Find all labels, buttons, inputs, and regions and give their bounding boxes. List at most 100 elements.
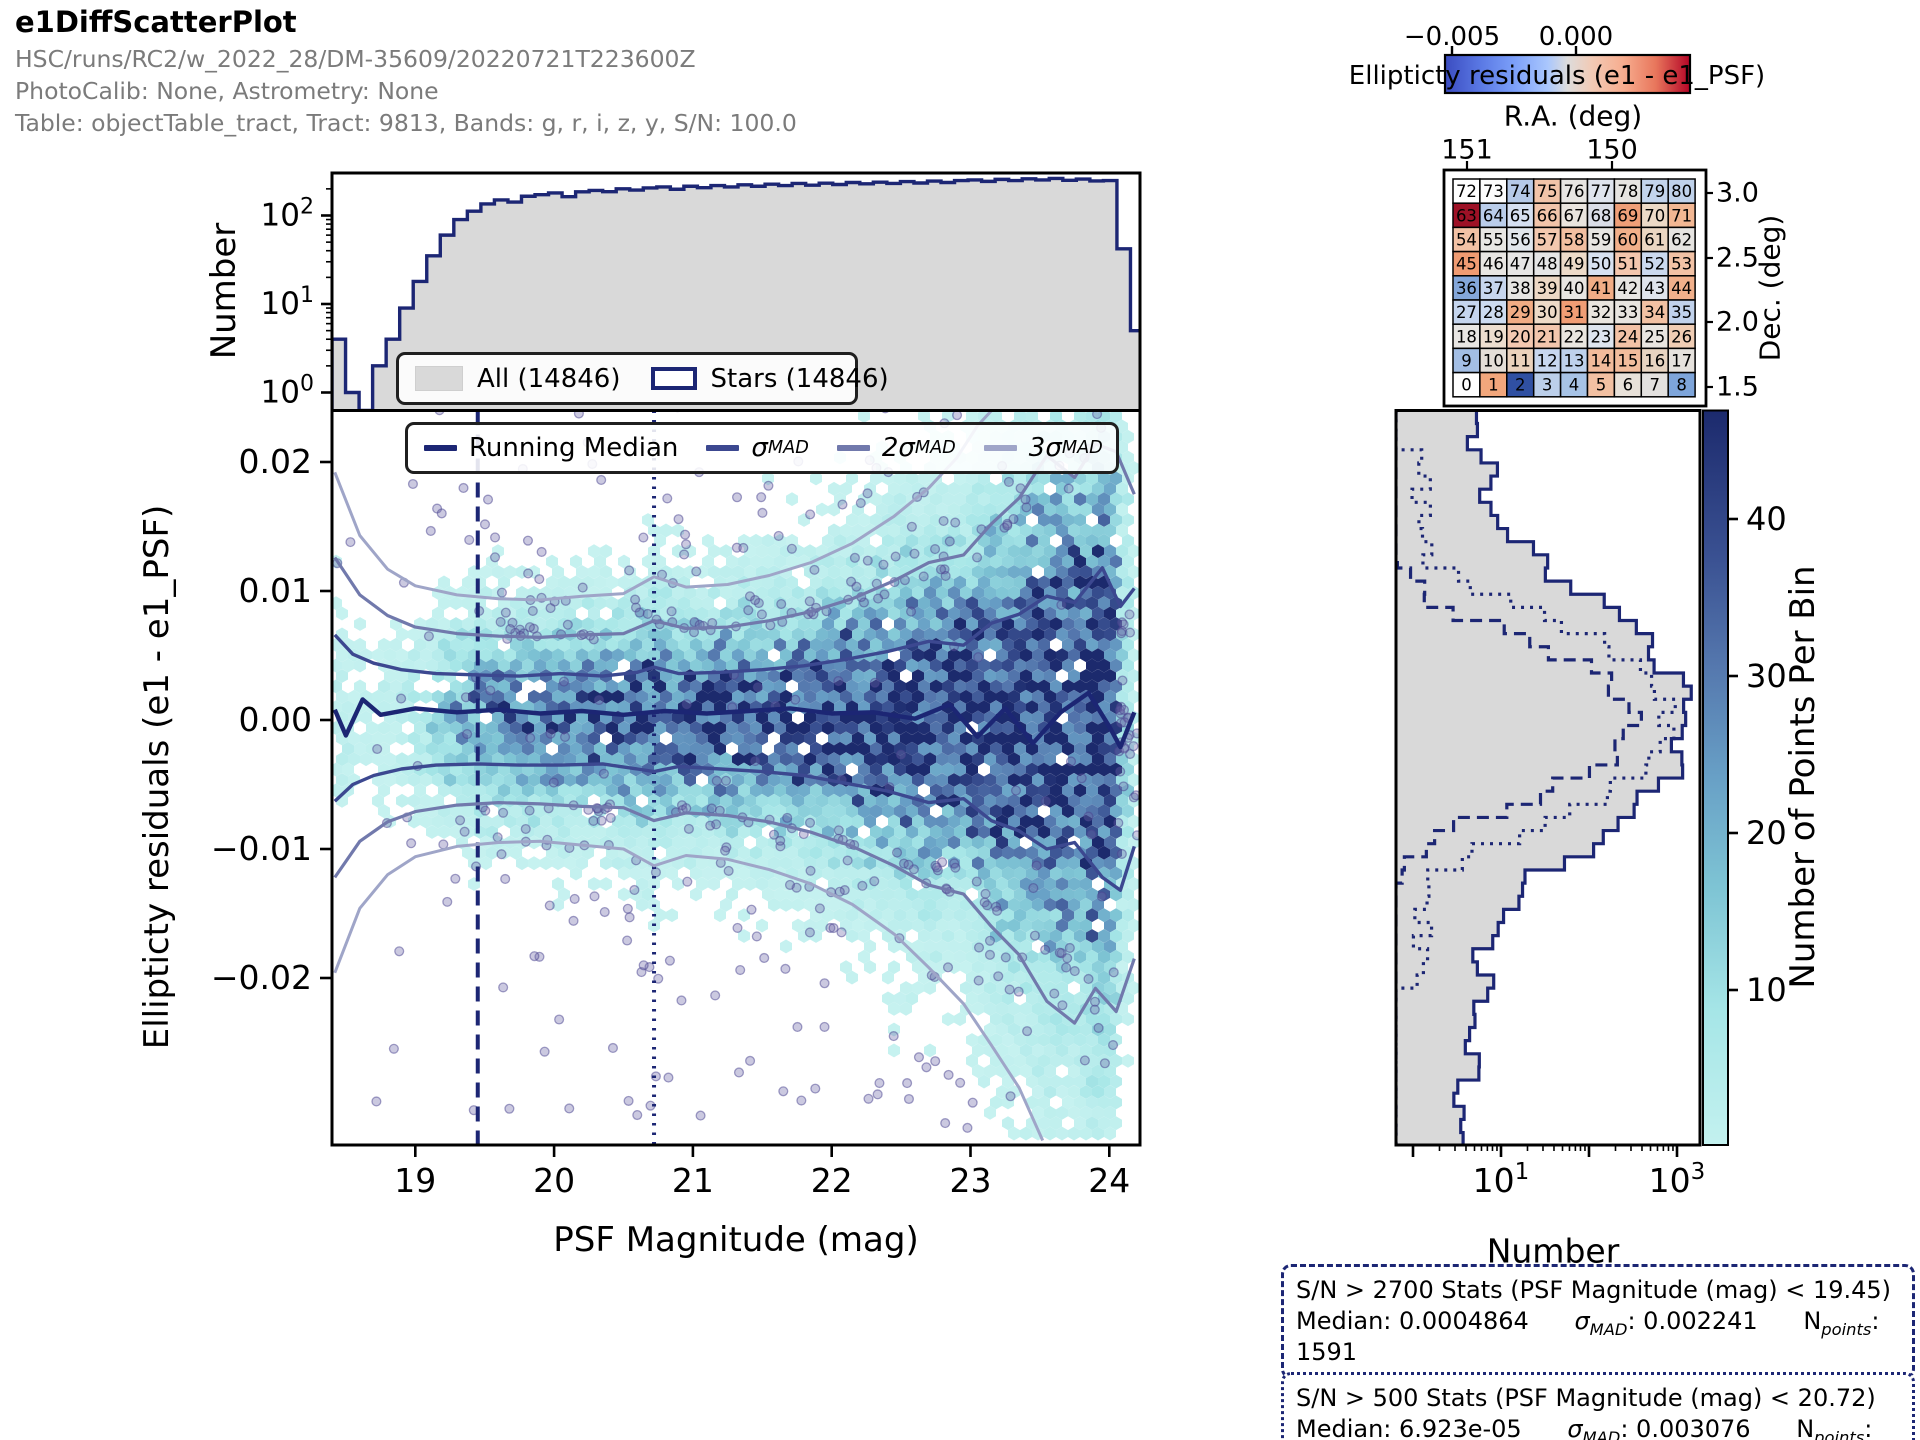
sky-cell-label: 49 <box>1564 255 1585 274</box>
stats-box-snr2700-values: Median: 0.0004864 σMAD: 0.002241 Npoints… <box>1296 1306 1900 1368</box>
tick-label: 0.02 <box>239 442 312 481</box>
snr500-median: Median: 6.923e-05 <box>1296 1415 1522 1440</box>
legend-item-all: All (14846) <box>415 364 621 394</box>
tick-label: 21 <box>672 1161 714 1200</box>
sky-cell-label: 67 <box>1564 206 1585 225</box>
snr500-sigma: σMAD: 0.003076 <box>1567 1415 1751 1440</box>
magnitude-threshold-lines <box>475 412 657 1144</box>
colorbar-label: Number of Points Per Bin <box>1783 565 1823 989</box>
top-histogram <box>333 176 1139 409</box>
sky-cell-label: 17 <box>1671 352 1692 371</box>
sky-cell-label: 4 <box>1569 376 1580 395</box>
sky-cell-label: 11 <box>1510 352 1531 371</box>
main-y-axis-label: Ellipticty residuals (e1 - e1_PSF) <box>137 504 177 1050</box>
sky-cell-label: 53 <box>1671 255 1692 274</box>
top-hist-stars-outline <box>333 176 1139 409</box>
sky-cell-label: 13 <box>1564 352 1585 371</box>
sky-colorbar-tick-neg: −0.005 <box>1403 22 1501 52</box>
series-3sigma_mad_upper <box>333 412 993 602</box>
sky-cell-label: 26 <box>1671 327 1692 346</box>
tick-label: 23 <box>950 1161 992 1200</box>
sky-cell-label: 22 <box>1564 327 1585 346</box>
sky-cell-label: 48 <box>1537 255 1558 274</box>
sky-colorbar-label: Ellipticty residuals (e1 - e1_PSF) <box>1348 61 1766 91</box>
legend-item-sigma-mad: σ MAD <box>706 433 809 463</box>
sigma-mad-label: σ <box>751 433 768 463</box>
sky-cell-label: 18 <box>1456 327 1477 346</box>
sky-cell-label: 31 <box>1564 303 1585 322</box>
snr500-npoints: Npoints: 8124 <box>1796 1415 1873 1440</box>
three-sigma-mad-label: 3σ <box>1028 433 1062 463</box>
sky-cell-label: 39 <box>1537 279 1558 298</box>
sky-dec-tick-2.0: 2.0 <box>1716 306 1759 338</box>
top-hist-legend: All (14846) Stars (14846) <box>396 352 889 405</box>
sky-cell-label: 8 <box>1676 376 1687 395</box>
sky-cell-label: 72 <box>1456 182 1477 201</box>
tick-label: 10 <box>1746 971 1787 1009</box>
legend-item-running-median: Running Median <box>424 433 678 463</box>
tick-label: 100 <box>261 372 314 411</box>
sky-dec-tick-2.5: 2.5 <box>1716 242 1759 274</box>
sky-cell-label: 60 <box>1617 231 1638 250</box>
sky-cell-label: 30 <box>1537 303 1558 322</box>
sky-cell-label: 64 <box>1483 206 1504 225</box>
tick-label: 24 <box>1088 1161 1130 1200</box>
sky-cell-label: 76 <box>1564 182 1585 201</box>
snr2700-sigma: σMAD: 0.002241 <box>1574 1307 1758 1339</box>
top-hist-all-fill <box>333 178 1139 409</box>
sky-cell-label: 10 <box>1483 352 1504 371</box>
sky-cell-label: 47 <box>1510 255 1531 274</box>
sky-ra-tick-151: 151 <box>1441 134 1493 166</box>
tick-label: −0.02 <box>211 958 312 997</box>
sky-cell-label: 15 <box>1617 352 1638 371</box>
sky-cell-label: 62 <box>1671 231 1692 250</box>
right-hist-all-outline <box>1452 412 1693 1144</box>
main-plot-legend: Running Median σ MAD 2σ MAD 3σ MAD <box>405 422 1119 474</box>
sky-cell-label: 16 <box>1644 352 1665 371</box>
sky-cell-label: 9 <box>1461 352 1472 371</box>
three-sigma-mad-line-icon <box>983 445 1017 451</box>
sky-cell-label: 20 <box>1510 327 1531 346</box>
tick-label: 30 <box>1746 657 1787 695</box>
tick-label: 22 <box>811 1161 853 1200</box>
page-title: e1DiffScatterPlot <box>15 5 297 39</box>
outlier-points-layer <box>333 412 1139 1133</box>
series-3sigma_mad_lower <box>333 839 1045 1142</box>
sky-cell-label: 69 <box>1617 206 1638 225</box>
sky-cell-label: 36 <box>1456 279 1477 298</box>
stars-swatch-icon <box>650 367 697 390</box>
tick-label: 101 <box>1473 1159 1530 1200</box>
sky-cell-label: 37 <box>1483 279 1504 298</box>
tick-label: 0.00 <box>239 700 312 739</box>
sky-cell-label: 14 <box>1590 352 1611 371</box>
tick-label: 19 <box>394 1161 436 1200</box>
sky-cell-label: 25 <box>1644 327 1665 346</box>
sky-cell-label: 74 <box>1510 182 1531 201</box>
subtitle-table: Table: objectTable_tract, Tract: 9813, B… <box>15 109 797 137</box>
sky-cell-label: 35 <box>1671 303 1692 322</box>
sky-cell-label: 68 <box>1590 206 1611 225</box>
all-swatch-icon <box>415 366 463 391</box>
legend-stars-label: Stars (14846) <box>710 363 889 394</box>
right-hist-panel-border <box>1394 409 1702 1147</box>
sky-cell-label: 28 <box>1483 303 1504 322</box>
sky-cell-label: 41 <box>1590 279 1611 298</box>
tick-label: −0.01 <box>211 829 312 868</box>
two-sigma-mad-label: 2σ <box>881 433 915 463</box>
tick-label: 101 <box>261 283 314 322</box>
sky-cell-label: 2 <box>1515 376 1526 395</box>
sky-cell-label: 0 <box>1461 376 1472 395</box>
sky-cell-label: 75 <box>1537 182 1558 201</box>
sky-cell-label: 73 <box>1483 182 1504 201</box>
tick-label: 0.01 <box>239 571 312 610</box>
sky-cell-label: 40 <box>1564 279 1585 298</box>
sky-cell-label: 29 <box>1510 303 1531 322</box>
tick-label: 102 <box>261 195 314 234</box>
sky-dec-tick-3.0: 3.0 <box>1716 177 1759 209</box>
right-hist-all-fill <box>1397 412 1692 1144</box>
running-median-label: Running Median <box>469 433 679 463</box>
legend-item-2sigma-mad: 2σ MAD <box>836 433 956 463</box>
sky-cell-label: 56 <box>1510 231 1531 250</box>
